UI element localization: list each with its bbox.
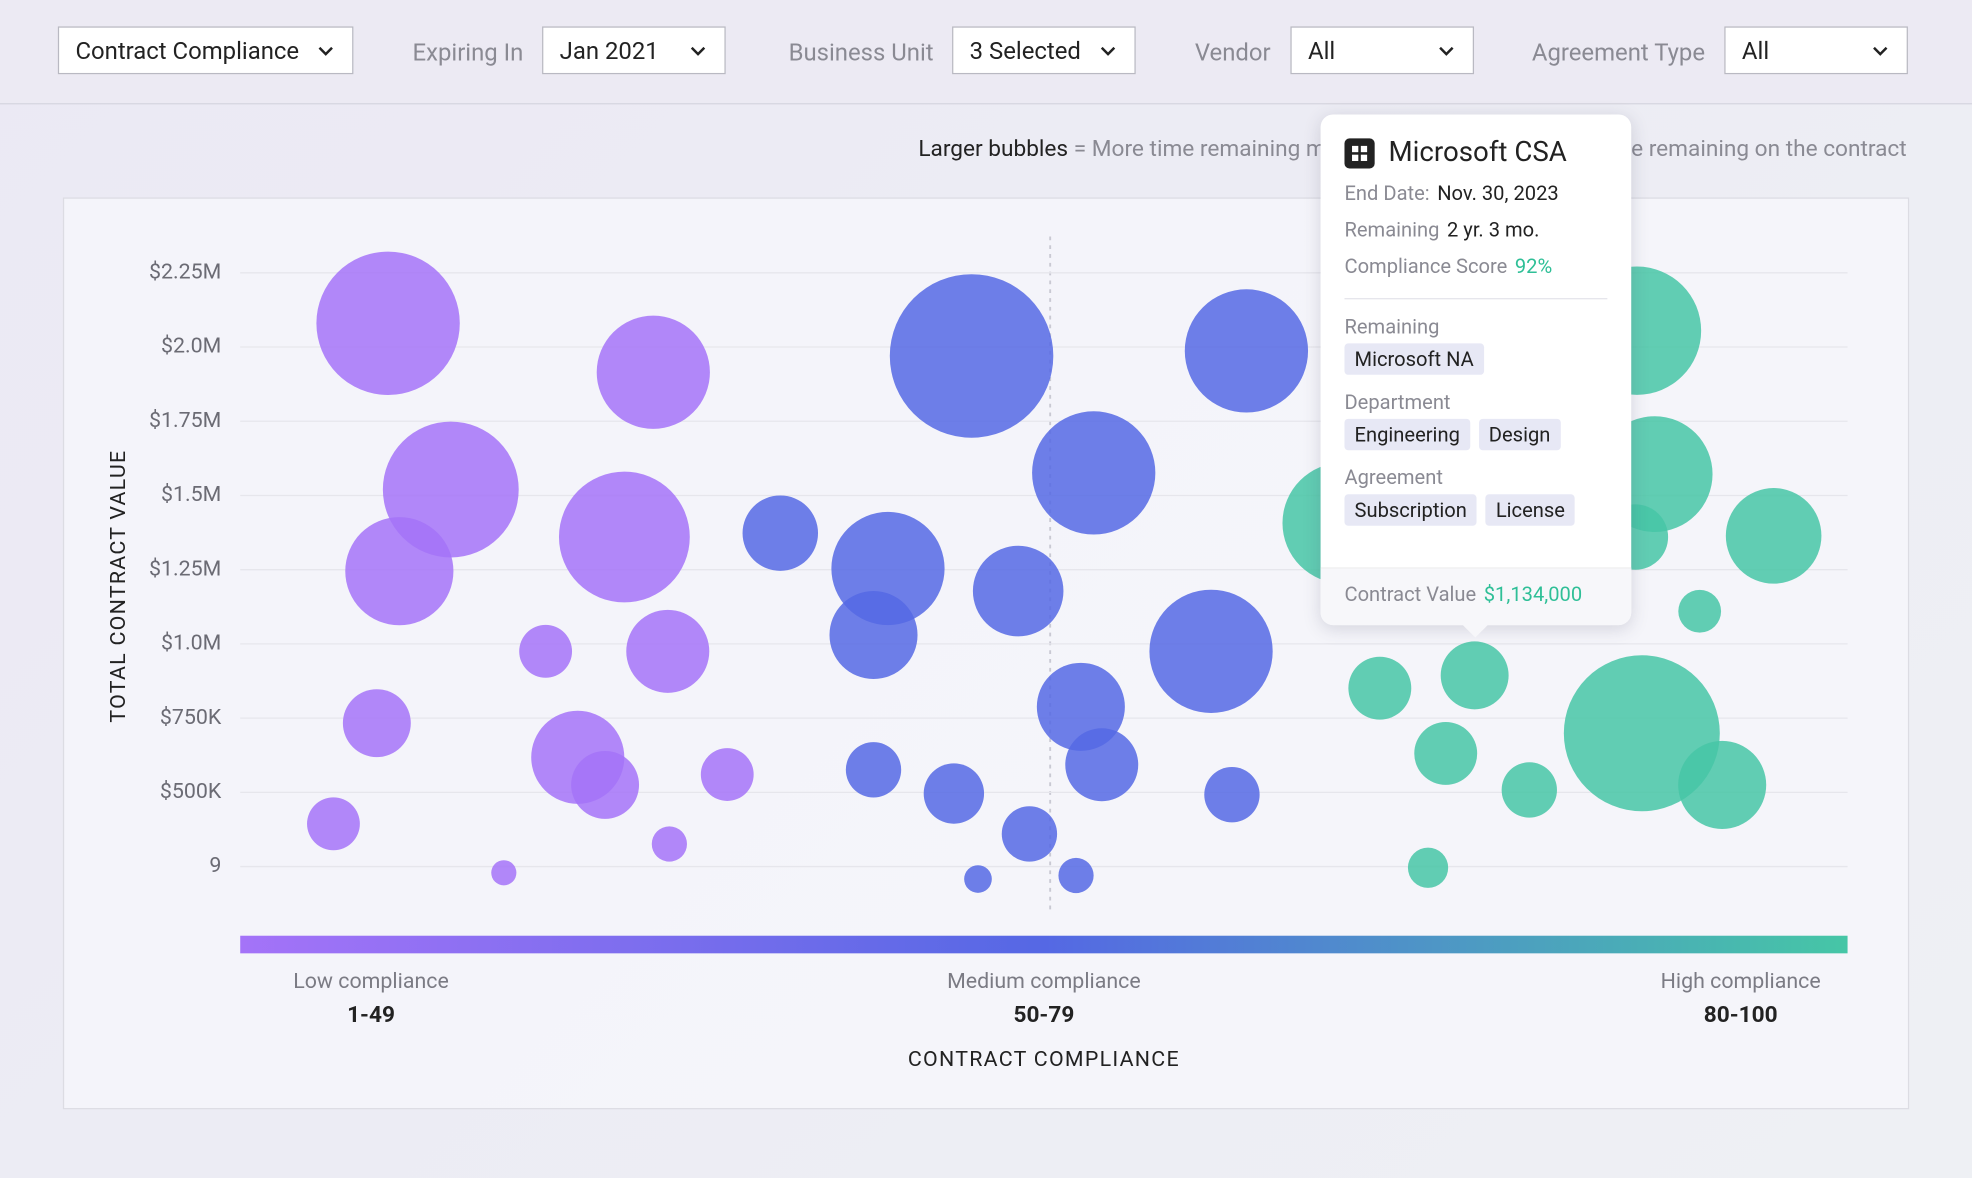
x-axis-title: CONTRACT COMPLIANCE — [908, 1047, 1180, 1072]
vendor-icon — [1344, 137, 1375, 168]
field-value: Nov. 30, 2023 — [1437, 181, 1559, 206]
field-label: Remaining — [1344, 217, 1440, 242]
bubble — [519, 624, 573, 678]
y-axis-title: TOTAL CONTRACT VALUE — [106, 450, 131, 723]
dropdown-value: All — [1741, 35, 1770, 65]
view-dropdown[interactable]: Contract Compliance — [57, 26, 354, 75]
dropdown-value: Contract Compliance — [75, 35, 300, 65]
field-label: Compliance Score — [1344, 254, 1508, 278]
filter-dropdown[interactable]: All — [1724, 26, 1908, 75]
bubble — [845, 742, 902, 798]
filter-dropdown[interactable]: Jan 2021 — [542, 26, 726, 75]
y-tick-label: $1.25M — [149, 556, 221, 581]
chevron — [690, 46, 706, 56]
bubble — [889, 274, 1054, 438]
band-label: Medium compliance — [947, 969, 1141, 994]
bubble — [1440, 641, 1509, 710]
y-tick-label: $1.5M — [161, 482, 221, 507]
bubble — [1678, 589, 1722, 633]
y-tick-label: $500K — [160, 779, 222, 804]
filter-bar: Contract Compliance Expiring In Jan 2021… — [0, 0, 1972, 105]
bubble — [345, 517, 454, 626]
field-value: 92% — [1514, 254, 1553, 278]
bubble — [342, 689, 411, 758]
y-tick-label: 9 — [209, 853, 221, 878]
chevron — [318, 46, 333, 56]
bubble — [964, 865, 992, 893]
band-range: 50-79 — [1013, 1001, 1074, 1028]
field-label: End Date: — [1344, 181, 1430, 206]
bubble — [923, 763, 985, 824]
field-value: 2 yr. 3 mo. — [1447, 217, 1540, 242]
group-label: Department — [1344, 389, 1451, 414]
bubble — [700, 748, 754, 801]
bubble — [651, 826, 687, 862]
tag: Design — [1478, 418, 1561, 451]
tag: Subscription — [1344, 494, 1477, 526]
band-range: 80-100 — [1704, 1001, 1778, 1028]
tag: License — [1485, 494, 1575, 526]
chevron — [1873, 46, 1888, 56]
chevron — [1100, 46, 1116, 56]
footer-value: $1,134,000 — [1483, 582, 1583, 607]
filter-dropdown[interactable]: All — [1290, 26, 1475, 75]
y-tick-label: $2.25M — [149, 259, 221, 284]
bubble — [1001, 806, 1058, 862]
bubble — [1204, 767, 1260, 823]
bubble — [596, 315, 710, 429]
dropdown-value: Jan 2021 — [559, 35, 659, 65]
bubble — [1414, 722, 1478, 785]
y-tick-label: $1.0M — [161, 631, 221, 656]
bubble — [1348, 656, 1412, 720]
bubble — [1501, 762, 1557, 818]
bubble — [571, 750, 640, 819]
tooltip: Microsoft CSA End Date: Nov. 30, 2023 Rem… — [1320, 114, 1632, 638]
filter-label: Business Unit — [788, 37, 934, 67]
filter-label: Vendor — [1194, 37, 1271, 67]
bubble — [1725, 488, 1822, 584]
y-tick-label: $2.0M — [161, 334, 221, 359]
band-label: High compliance — [1661, 969, 1821, 994]
footer-label: Contract Value — [1344, 582, 1477, 607]
bubble — [972, 545, 1064, 637]
y-tick-label: $750K — [160, 705, 222, 730]
bubble — [1407, 847, 1449, 888]
filter-label: Expiring In — [412, 37, 524, 67]
filter-dropdown[interactable]: 3 Selected — [952, 26, 1136, 75]
band-range: 1-49 — [347, 1001, 395, 1028]
bubble — [1149, 589, 1273, 713]
dropdown-value: 3 Selected — [969, 35, 1081, 65]
bubble — [742, 495, 819, 571]
bubble — [307, 797, 360, 851]
bubble — [1184, 289, 1309, 413]
note-emphasis: Larger bubbles — [918, 135, 1069, 163]
chevron — [1439, 46, 1454, 56]
tag: Engineering — [1344, 418, 1470, 451]
bubble — [1065, 728, 1139, 802]
bubble — [1058, 857, 1094, 894]
group-label: Agreement — [1344, 465, 1443, 490]
compliance-scale — [240, 935, 1848, 954]
bubble — [1032, 411, 1156, 535]
filter-label: Agreement Type — [1531, 37, 1706, 67]
bubble — [316, 251, 460, 395]
dropdown-value: All — [1308, 35, 1336, 65]
group-label: Remaining — [1344, 314, 1440, 339]
bubble — [829, 590, 918, 680]
bubble — [626, 609, 710, 693]
bubble — [491, 860, 517, 886]
tooltip-title: Microsoft CSA — [1388, 137, 1567, 169]
bubble — [1678, 740, 1767, 829]
band-label: Low compliance — [293, 969, 449, 994]
y-tick-label: $1.75M — [149, 408, 221, 433]
bubble — [558, 471, 690, 603]
tag: Microsoft NA — [1344, 343, 1484, 375]
